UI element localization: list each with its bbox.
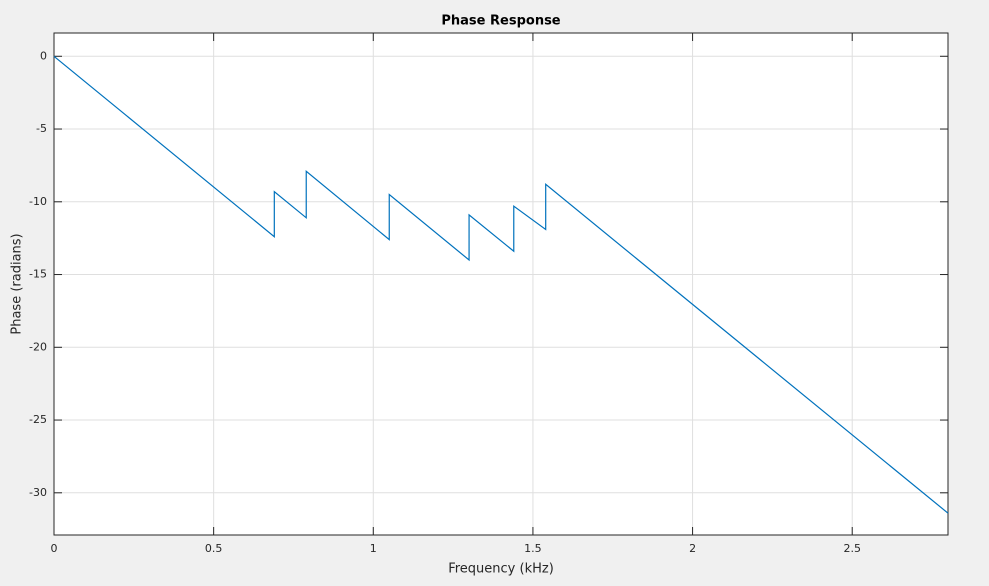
x-tick-label: 1.5 [524,542,542,555]
y-tick-label: -10 [29,195,47,208]
plot-area [54,33,948,535]
x-tick-label: 0.5 [205,542,223,555]
x-tick-label: 1 [370,542,377,555]
x-tick-label: 2 [689,542,696,555]
x-tick-label: 0 [51,542,58,555]
y-tick-label: -5 [36,122,47,135]
series-line [53,55,949,514]
x-tick-label: 2.5 [843,542,861,555]
y-tick-label: -25 [29,413,47,426]
y-tick-label: 0 [40,49,47,62]
axes-box [53,32,949,536]
x-axis-label: Frequency (kHz) [448,562,554,577]
y-tick-label: -20 [29,340,47,353]
y-tick-label: -30 [29,486,47,499]
y-axis-label: Phase (radians) [10,233,25,334]
y-tick-label: -15 [29,268,47,281]
chart-title: Phase Response [441,14,560,29]
